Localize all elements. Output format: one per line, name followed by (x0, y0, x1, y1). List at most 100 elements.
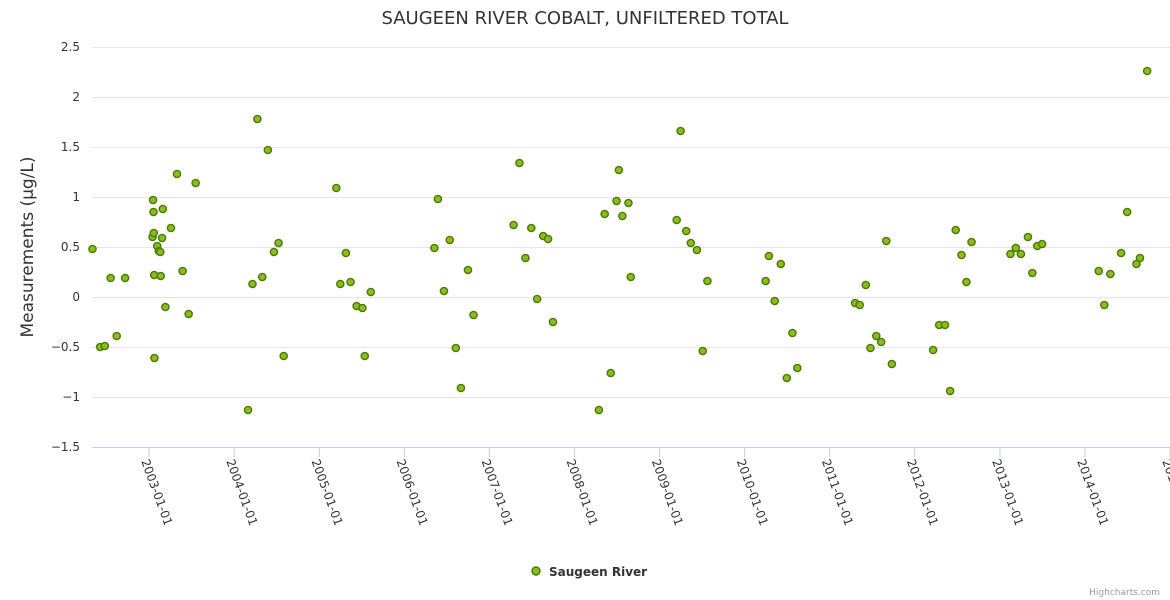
data-point[interactable] (951, 225, 961, 235)
data-point[interactable] (871, 331, 881, 341)
data-point[interactable] (692, 245, 702, 255)
data-point[interactable] (527, 223, 536, 233)
data-point[interactable] (263, 145, 273, 155)
data-point[interactable] (1100, 300, 1109, 310)
data-point[interactable] (191, 178, 200, 188)
data-point[interactable] (166, 223, 176, 233)
data-point[interactable] (515, 158, 524, 168)
data-point[interactable] (456, 383, 466, 393)
data-point[interactable] (150, 353, 159, 363)
data-point[interactable] (1106, 269, 1115, 279)
data-point[interactable] (346, 277, 355, 287)
data-point[interactable] (1122, 207, 1132, 217)
data-point[interactable] (1006, 249, 1015, 259)
data-point[interactable] (957, 250, 966, 260)
data-point[interactable] (770, 296, 780, 306)
data-point[interactable] (876, 337, 886, 347)
data-point[interactable] (120, 273, 130, 283)
data-point[interactable] (614, 165, 624, 175)
data-point[interactable] (624, 198, 633, 208)
data-point[interactable] (606, 368, 616, 378)
data-point[interactable] (594, 405, 604, 415)
data-point[interactable] (600, 209, 609, 219)
data-point[interactable] (626, 272, 636, 282)
data-point[interactable] (445, 235, 455, 245)
data-point[interactable] (881, 236, 891, 246)
data-point[interactable] (248, 279, 257, 289)
data-point[interactable] (172, 169, 182, 179)
data-point[interactable] (155, 247, 165, 257)
data-point[interactable] (866, 343, 875, 353)
data-point[interactable] (341, 248, 351, 258)
data-point[interactable] (279, 351, 289, 361)
data-point[interactable] (1023, 232, 1033, 242)
data-point[interactable] (156, 271, 166, 281)
data-point[interactable] (776, 259, 786, 269)
data-point[interactable] (681, 226, 691, 236)
data-point[interactable] (430, 243, 439, 253)
data-point[interactable] (967, 237, 976, 247)
data-point[interactable] (463, 265, 473, 275)
data-point[interactable] (112, 331, 121, 341)
data-point[interactable] (269, 247, 279, 257)
data-point[interactable] (158, 204, 168, 214)
legend-marker-icon[interactable] (531, 566, 541, 576)
data-point[interactable] (509, 220, 518, 230)
data-point[interactable] (793, 363, 802, 373)
data-point[interactable] (100, 341, 110, 351)
data-point[interactable] (1142, 66, 1152, 76)
data-point[interactable] (686, 238, 696, 248)
legend-item-saugeen-river[interactable]: Saugeen River (549, 565, 647, 579)
data-point[interactable] (469, 310, 478, 320)
data-point[interactable] (548, 317, 558, 327)
data-point[interactable] (788, 328, 797, 338)
data-point[interactable] (532, 294, 542, 304)
data-point[interactable] (1016, 249, 1026, 259)
data-point[interactable] (782, 373, 792, 383)
scatter-points[interactable] (88, 66, 1152, 415)
data-point[interactable] (676, 126, 685, 136)
data-point[interactable] (672, 215, 681, 225)
data-point[interactable] (543, 234, 553, 244)
data-point[interactable] (887, 359, 897, 369)
data-point[interactable] (366, 287, 376, 297)
data-point[interactable] (157, 233, 167, 243)
data-point[interactable] (332, 183, 341, 193)
data-point[interactable] (698, 346, 708, 356)
data-point[interactable] (257, 272, 267, 282)
credits-link[interactable]: Highcharts.com (1089, 588, 1160, 598)
data-point[interactable] (178, 266, 187, 276)
data-point[interactable] (521, 253, 530, 263)
data-point[interactable] (360, 351, 370, 361)
data-point[interactable] (612, 196, 621, 206)
data-point[interactable] (184, 309, 193, 319)
data-point[interactable] (148, 195, 158, 205)
legend[interactable]: Saugeen River (531, 565, 647, 579)
data-point[interactable] (149, 228, 159, 238)
data-point[interactable] (106, 273, 115, 283)
data-point[interactable] (1094, 266, 1104, 276)
data-point[interactable] (336, 279, 345, 289)
data-point[interactable] (703, 276, 712, 286)
data-point[interactable] (1028, 268, 1037, 278)
data-point[interactable] (149, 207, 158, 217)
data-point[interactable] (1037, 239, 1047, 249)
data-point[interactable] (1116, 248, 1126, 258)
data-point[interactable] (433, 194, 443, 204)
data-point[interactable] (618, 211, 627, 221)
data-point[interactable] (1135, 253, 1145, 263)
data-point[interactable] (761, 276, 770, 286)
data-point[interactable] (928, 345, 938, 355)
data-point[interactable] (940, 320, 950, 330)
data-point[interactable] (861, 280, 871, 290)
data-point[interactable] (1011, 243, 1021, 253)
data-point[interactable] (439, 286, 449, 296)
data-point[interactable] (274, 238, 283, 248)
data-point[interactable] (451, 343, 461, 353)
data-point[interactable] (358, 303, 367, 313)
data-point[interactable] (243, 405, 253, 415)
data-point[interactable] (88, 244, 97, 254)
data-point[interactable] (764, 251, 774, 261)
data-point[interactable] (253, 114, 262, 124)
data-point[interactable] (855, 300, 865, 310)
